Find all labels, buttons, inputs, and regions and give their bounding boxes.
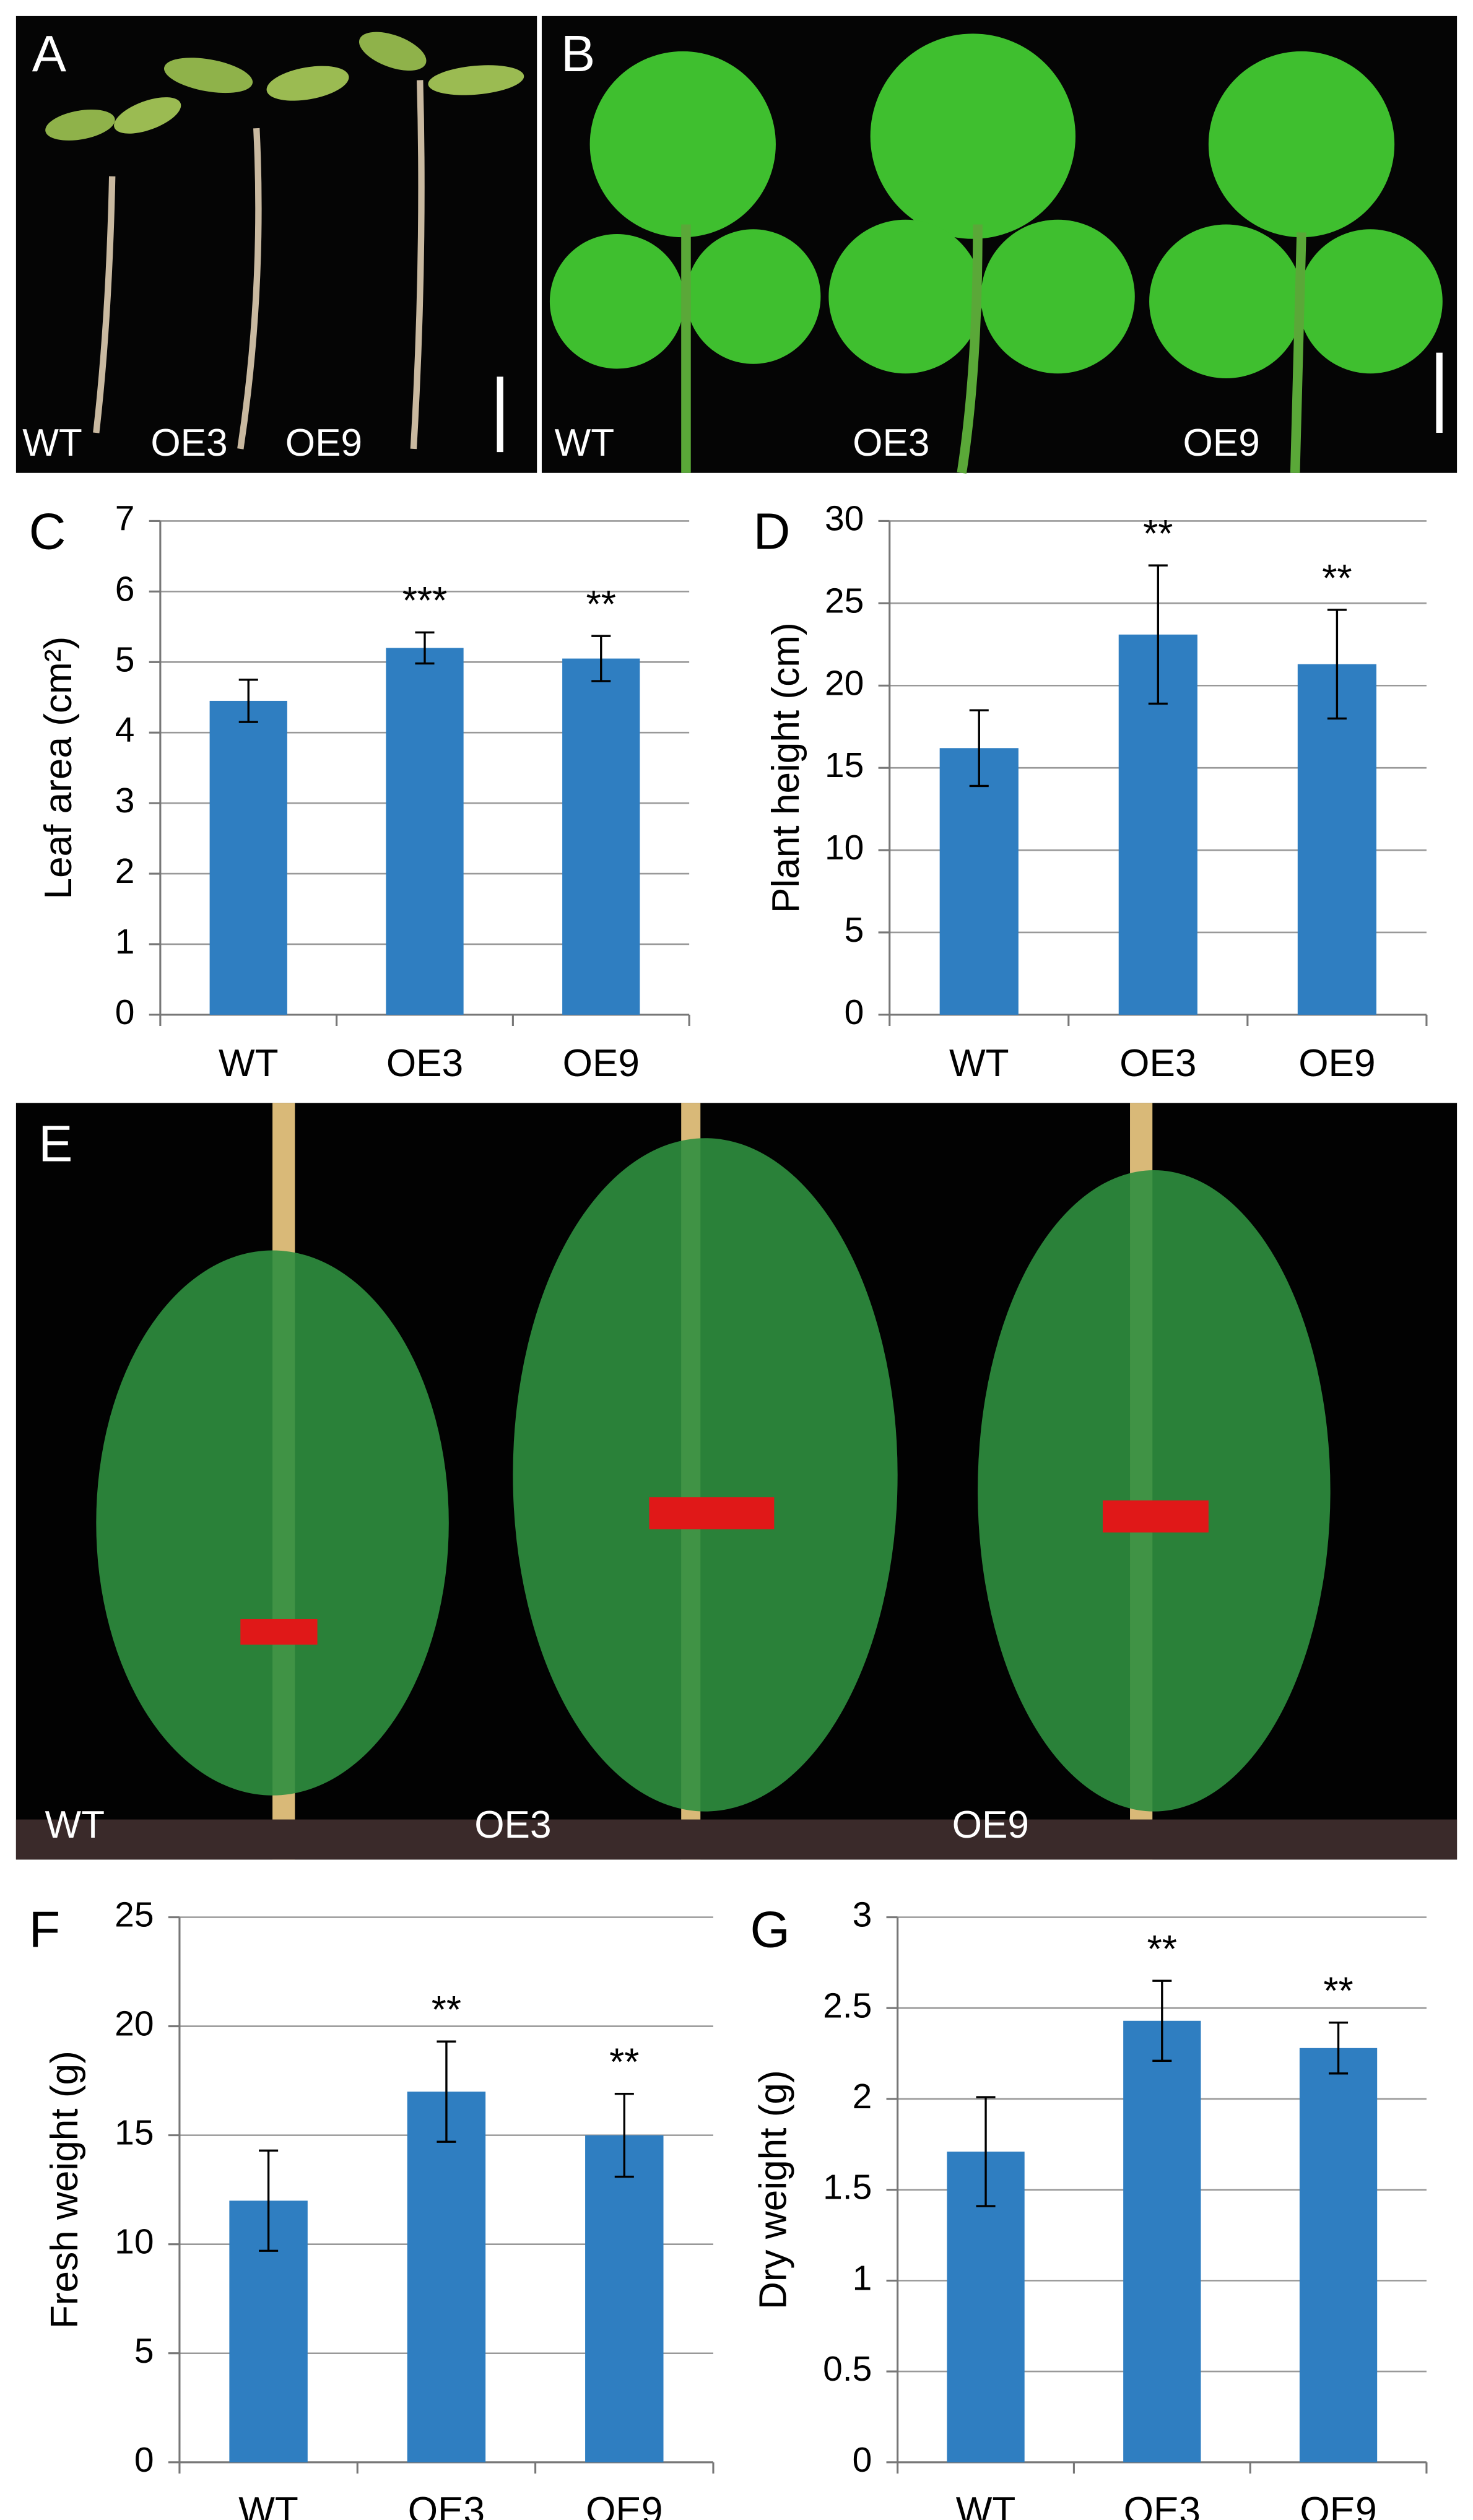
photo-e — [15, 1103, 1458, 1860]
y-tick-label: 15 — [825, 745, 864, 785]
y-axis-title: Fresh weight (g) — [43, 2051, 86, 2329]
y-tick-label: 15 — [115, 2113, 154, 2153]
y-tick-label: 10 — [825, 828, 864, 867]
photo-a — [15, 15, 537, 473]
y-tick-label: 0 — [134, 2440, 154, 2480]
x-tick-label: OE3 — [1119, 1042, 1196, 1085]
significance-label: ** — [586, 583, 616, 626]
error-bar — [614, 2093, 634, 2178]
significance-label: ** — [609, 2041, 639, 2084]
bar — [562, 658, 640, 1015]
error-bar — [259, 2149, 279, 2252]
x-tick-label: OE3 — [408, 2490, 485, 2520]
x-tick-label: OE3 — [1124, 2490, 1201, 2520]
bar — [939, 748, 1019, 1015]
y-tick-label: 20 — [115, 2004, 154, 2044]
error-bar — [976, 2096, 996, 2207]
y-axis-title: Leaf area (cm²) — [37, 637, 80, 900]
y-tick-label: 25 — [825, 581, 864, 620]
y-tick-label: 1 — [115, 922, 135, 962]
y-tick-label: 5 — [115, 640, 135, 679]
y-tick-label: 1.5 — [823, 2168, 872, 2207]
x-tick-label: OE9 — [1298, 1042, 1375, 1085]
y-axis-title: Dry weight (g) — [752, 2070, 794, 2309]
x-tick-label: OE9 — [563, 1042, 640, 1085]
y-tick-label: 30 — [825, 498, 864, 538]
photo-label: WT — [555, 422, 615, 464]
y-tick-label: 0 — [115, 993, 135, 1032]
panel-letter: E — [38, 1115, 72, 1173]
photo-b — [541, 15, 1458, 474]
panel-letter: B — [561, 25, 595, 82]
photo-label: WT — [22, 422, 82, 464]
significance-label: ** — [1143, 513, 1173, 555]
bar — [386, 648, 464, 1015]
panel-letter: D — [754, 503, 791, 560]
significance-label: ** — [1323, 1970, 1353, 2013]
y-tick-label: 0.5 — [823, 2349, 872, 2389]
panel-letter: F — [29, 1900, 61, 1958]
photo-label: OE3 — [853, 422, 929, 464]
y-tick-label: 2.5 — [823, 1986, 872, 2025]
x-tick-label: OE3 — [386, 1042, 463, 1085]
significance-label: ** — [1147, 1928, 1177, 1971]
panel-letter: A — [32, 25, 67, 82]
y-tick-label: 5 — [845, 910, 864, 950]
photo-label: OE3 — [150, 422, 227, 464]
y-tick-label: 0 — [853, 2440, 872, 2480]
photo-label: OE9 — [285, 422, 362, 464]
photo-label: OE3 — [474, 1804, 551, 1846]
error-bar — [969, 709, 989, 788]
x-tick-label: OE9 — [586, 2490, 663, 2520]
y-tick-label: 6 — [115, 569, 135, 609]
significance-label: *** — [402, 580, 448, 622]
significance-label: ** — [1322, 557, 1352, 600]
x-tick-label: WT — [238, 2490, 298, 2520]
error-bar — [1329, 2022, 1349, 2075]
y-tick-label: 10 — [115, 2222, 154, 2262]
bar — [1297, 664, 1376, 1015]
x-tick-label: OE9 — [1300, 2490, 1376, 2520]
significance-label: ** — [432, 1989, 461, 2031]
bar — [407, 2092, 486, 2462]
y-tick-label: 5 — [134, 2331, 154, 2371]
bar — [209, 700, 287, 1015]
error-bar — [591, 635, 611, 682]
y-axis-title: Plant height (cm) — [765, 622, 807, 913]
y-tick-label: 4 — [115, 710, 135, 750]
y-tick-label: 7 — [115, 498, 135, 538]
error-bar — [1152, 1979, 1172, 2062]
y-tick-label: 2 — [115, 851, 135, 891]
y-tick-label: 1 — [853, 2258, 872, 2298]
error-bar — [1327, 609, 1347, 720]
photo-label: OE9 — [1183, 422, 1259, 464]
bar — [1299, 2048, 1378, 2462]
error-bar — [238, 679, 258, 723]
y-tick-label: 0 — [845, 993, 864, 1032]
bar — [1123, 2020, 1201, 2462]
error-bar — [1148, 564, 1168, 705]
y-tick-label: 2 — [853, 2077, 872, 2116]
y-tick-label: 20 — [825, 663, 864, 703]
y-tick-label: 25 — [115, 1895, 154, 1935]
photo-label: WT — [45, 1804, 105, 1846]
panel-letter: G — [750, 1900, 790, 1958]
x-tick-label: WT — [219, 1042, 279, 1085]
y-tick-label: 3 — [115, 781, 135, 820]
photo-label: OE9 — [952, 1804, 1029, 1846]
error-bar — [415, 631, 435, 665]
x-tick-label: WT — [949, 1042, 1009, 1085]
bar — [585, 2135, 664, 2462]
panel-letter: C — [29, 503, 66, 560]
y-tick-label: 3 — [853, 1895, 872, 1935]
error-bar — [437, 2040, 456, 2143]
x-tick-label: WT — [956, 2490, 1016, 2520]
